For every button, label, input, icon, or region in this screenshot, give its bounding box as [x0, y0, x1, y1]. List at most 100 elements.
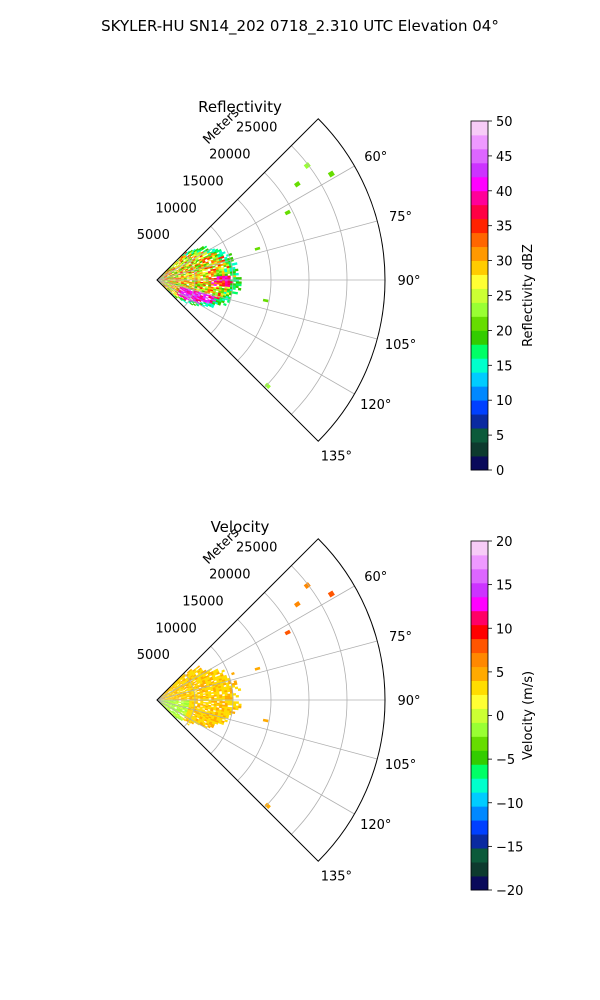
reflectivity-colorbar-swatch: [471, 260, 488, 275]
reflectivity-colorbar-tick-label: 50: [496, 115, 513, 130]
reflectivity-colorbar-swatch: [471, 330, 488, 345]
velocity-angle-tick-label: 135°: [321, 869, 352, 884]
reflectivity-colorbar-swatch: [471, 218, 488, 234]
reflectivity-colorbar-tick-label: 45: [496, 150, 513, 165]
velocity-angle-tick-label: 60°: [364, 570, 387, 585]
reflectivity-frame: [156, 118, 386, 442]
reflectivity-colorbar-tick-label: 40: [496, 185, 513, 200]
reflectivity-radial-tick-label: 5000: [137, 228, 170, 243]
reflectivity-colorbar-swatch: [471, 246, 488, 261]
reflectivity-colorbar-swatch: [471, 442, 488, 457]
velocity-angle-tick-label: 105°: [385, 758, 416, 773]
velocity-colorbar-tick-label: −15: [496, 840, 523, 855]
reflectivity-colorbar-swatch: [471, 121, 488, 136]
reflectivity-colorbar-swatch: [471, 134, 488, 150]
velocity-colorbar-swatch: [471, 862, 488, 877]
reflectivity-angle-tick-label: 90°: [397, 274, 420, 289]
reflectivity-colorbar: 0 5 10 15 20 25 30 35 40 45 50 Reflectivity dBZ: [470, 115, 536, 479]
velocity-colorbar-swatch: [471, 610, 488, 626]
reflectivity-colorbar-swatch: [471, 386, 488, 401]
velocity-colorbar-swatch: [471, 554, 488, 570]
reflectivity-colorbar-swatch: [471, 176, 488, 192]
velocity-colorbar-swatch: [471, 568, 488, 584]
velocity-colorbar-swatch: [471, 652, 488, 668]
velocity-panel: Velocity500010000150002000025000Meters60…: [137, 518, 536, 899]
velocity-colorbar-tick-label: 20: [496, 535, 513, 550]
reflectivity-colorbar-tick-label: 5: [496, 429, 504, 444]
velocity-colorbar-swatch: [471, 834, 488, 849]
reflectivity-colorbar-swatch: [471, 148, 488, 164]
velocity-colorbar-swatch: [471, 680, 488, 695]
reflectivity-colorbar-swatch: [471, 190, 488, 206]
velocity-colorbar-swatch: [471, 638, 488, 654]
reflectivity-colorbar-label: Reflectivity dBZ: [521, 244, 536, 347]
velocity-colorbar-tick-label: 5: [496, 666, 504, 681]
reflectivity-radial-tick-label: 15000: [182, 174, 223, 189]
reflectivity-colorbar-tick-label: 20: [496, 324, 513, 339]
velocity-colorbar-swatch: [471, 694, 488, 709]
reflectivity-colorbar-tick-label: 25: [496, 290, 513, 305]
reflectivity-panel: Reflectivity500010000150002000025000Mete…: [137, 98, 536, 479]
velocity-radial-tick-label: 5000: [137, 648, 170, 663]
velocity-colorbar: −20 −15 −10 −5 0 5 10 15 20 Velocity (m/s): [470, 535, 536, 899]
reflectivity-angle-tick-label: 135°: [321, 449, 352, 464]
reflectivity-colorbar-swatch: [471, 372, 488, 387]
velocity-colorbar-swatch: [471, 666, 488, 681]
velocity-colorbar-swatch: [471, 750, 488, 765]
reflectivity-colorbar-swatch: [471, 316, 488, 331]
velocity-colorbar-swatch: [471, 820, 488, 835]
reflectivity-colorbar-swatch: [471, 428, 488, 443]
reflectivity-colorbar-swatch: [471, 162, 488, 178]
velocity-colorbar-swatch: [471, 806, 488, 821]
reflectivity-colorbar-swatch: [471, 274, 488, 289]
reflectivity-radial-tick-label: 25000: [236, 121, 277, 136]
reflectivity-colorbar-tick-label: 15: [496, 359, 513, 374]
reflectivity-colorbar-tick-label: 30: [496, 255, 513, 270]
reflectivity-colorbar-tick-label: 35: [496, 220, 513, 235]
velocity-colorbar-tick-label: −5: [496, 753, 515, 768]
velocity-colorbar-swatch: [471, 722, 488, 737]
velocity-colorbar-tick-label: 10: [496, 622, 513, 637]
reflectivity-data-field: [158, 162, 335, 389]
reflectivity-colorbar-swatch: [471, 204, 488, 220]
velocity-colorbar-swatch: [471, 764, 488, 779]
velocity-colorbar-swatch: [471, 848, 488, 863]
velocity-colorbar-swatch: [471, 736, 488, 751]
reflectivity-angle-tick-label: 75°: [389, 210, 412, 225]
velocity-title: Velocity: [211, 518, 270, 536]
velocity-colorbar-tick-label: −20: [496, 884, 523, 899]
velocity-colorbar-swatch: [471, 778, 488, 793]
velocity-frame: [156, 538, 386, 862]
velocity-colorbar-swatch: [471, 708, 488, 723]
velocity-radial-tick-label: 15000: [182, 594, 223, 609]
reflectivity-angle-tick-label: 105°: [385, 338, 416, 353]
reflectivity-colorbar-swatch: [471, 232, 488, 248]
reflectivity-colorbar-swatch: [471, 414, 488, 429]
reflectivity-angle-tick-label: 120°: [360, 398, 391, 413]
velocity-radial-tick-label: 10000: [155, 621, 196, 636]
reflectivity-colorbar-swatch: [471, 288, 488, 303]
reflectivity-colorbar-tick-label: 0: [496, 464, 504, 479]
reflectivity-colorbar-swatch: [471, 456, 488, 471]
velocity-colorbar-swatch: [471, 596, 488, 612]
velocity-colorbar-tick-label: 0: [496, 710, 504, 725]
reflectivity-title: Reflectivity: [198, 98, 282, 116]
velocity-colorbar-tick-label: 15: [496, 579, 513, 594]
velocity-radial-tick-label: 25000: [236, 541, 277, 556]
reflectivity-radial-tick-label: 20000: [209, 148, 250, 163]
velocity-radial-tick-label: 20000: [209, 568, 250, 583]
velocity-colorbar-swatch: [471, 541, 488, 556]
velocity-colorbar-swatch: [471, 582, 488, 598]
reflectivity-colorbar-swatch: [471, 400, 488, 415]
reflectivity-colorbar-tick-label: 10: [496, 394, 513, 409]
reflectivity-angle-tick-label: 60°: [364, 150, 387, 165]
velocity-angle-tick-label: 90°: [397, 694, 420, 709]
figure-suptitle: SKYLER-HU SN14_202 0718_2.310 UTC Elevat…: [101, 17, 499, 36]
velocity-colorbar-swatch: [471, 792, 488, 807]
velocity-colorbar-tick-label: −10: [496, 797, 523, 812]
velocity-colorbar-swatch: [471, 624, 488, 640]
velocity-angle-tick-label: 120°: [360, 818, 391, 833]
reflectivity-radial-tick-label: 10000: [155, 201, 196, 216]
